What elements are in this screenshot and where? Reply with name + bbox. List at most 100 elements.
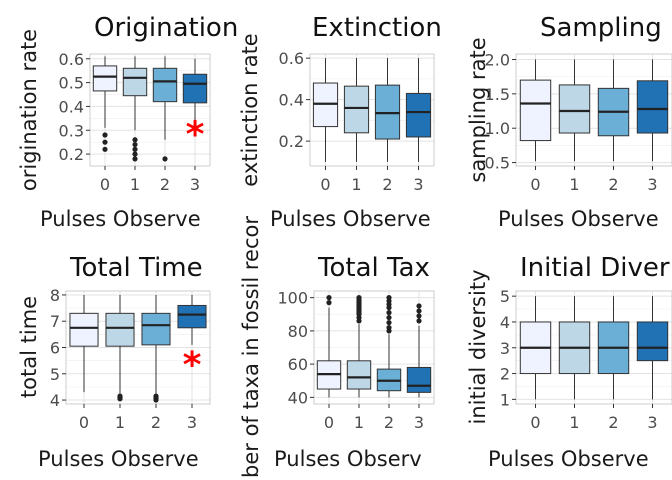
outlier-point [132, 156, 138, 162]
outlier-point [416, 303, 422, 309]
outlier-point [102, 146, 108, 152]
panel-5: 1 2 3 4 5 0 1 2 3 Initial Diver Pulses Observe init… [466, 253, 672, 471]
x-tick-label: 0 [530, 175, 540, 194]
outlier-point [356, 318, 362, 324]
y-axis-title: total time [17, 296, 41, 398]
panel-2: 0.5 1.0 1.5 2.0 0 1 2 3 Sampling Pulses Observe sa… [466, 13, 672, 231]
x-tick-label: 3 [413, 175, 423, 194]
box-iqr [152, 67, 178, 103]
outlier-point [162, 156, 168, 162]
y-axis-title: origination rate [17, 29, 41, 191]
box-2 [597, 296, 630, 400]
outlier-point [132, 146, 138, 152]
y-tick-label: 0.4 [279, 91, 304, 110]
x-tick-label: 2 [384, 413, 394, 432]
box-iqr [182, 73, 208, 104]
y-tick-label: 4 [500, 313, 510, 332]
outlier-point [416, 308, 422, 314]
panel-title: Extinction [312, 13, 442, 43]
y-tick-label: 0.4 [59, 97, 84, 116]
y-tick-label: 60 [288, 355, 308, 374]
box-0 [312, 58, 339, 162]
outlier-point [386, 310, 392, 316]
outlier-point [386, 305, 392, 311]
box-0 [92, 56, 118, 152]
box-iqr [406, 366, 432, 393]
box-1 [105, 294, 135, 402]
y-tick-label: 80 [288, 322, 308, 341]
outlier-point [153, 397, 159, 403]
x-tick-label: 2 [382, 175, 392, 194]
box-2 [374, 58, 401, 162]
panel-1: 0.2 0.4 0.6 0 1 2 3 Extinction Pulses Observe ext… [238, 13, 442, 231]
box-iqr [177, 304, 207, 329]
y-tick-label: 3 [500, 339, 510, 358]
box-1 [558, 59, 591, 162]
box-3 [177, 294, 207, 345]
x-axis-title: Pulses Observe [40, 207, 201, 231]
y-tick-label: 2 [500, 365, 510, 384]
x-tick-label: 3 [647, 175, 657, 194]
x-tick-label: 1 [569, 175, 579, 194]
y-tick-label: 5 [50, 365, 60, 384]
outlier-point [117, 396, 123, 402]
box-0 [519, 59, 552, 162]
x-tick-label: 1 [569, 413, 579, 432]
panel-border [515, 53, 672, 167]
x-tick-label: 1 [115, 413, 125, 432]
box-3 [182, 58, 208, 133]
outlier-point [132, 151, 138, 157]
outlier-point [102, 132, 108, 138]
x-tick-label: 0 [530, 413, 540, 432]
box-3 [636, 59, 669, 162]
x-axis-title: Pulses Observe [498, 207, 659, 231]
y-tick-label: 100 [277, 289, 308, 308]
outlier-point [416, 313, 422, 319]
y-tick-label: 5 [500, 287, 510, 306]
box-0 [316, 295, 342, 398]
x-axis-title: Pulses Observe [38, 447, 199, 471]
box-3 [405, 58, 432, 162]
x-tick-label: 3 [647, 413, 657, 432]
x-tick-label: 2 [160, 175, 170, 194]
panel-3: * 4 5 6 7 8 0 1 2 3 Total Time Pulses Observe total … [17, 253, 211, 471]
x-tick-label: 1 [351, 175, 361, 194]
box-iqr [69, 312, 99, 347]
outlier-point [416, 318, 422, 324]
panel-border [89, 53, 211, 167]
panel-border [309, 53, 435, 167]
y-tick-label: 1.0 [485, 119, 510, 138]
box-3 [406, 303, 432, 398]
box-iqr [105, 312, 135, 347]
y-tick-label: 8 [50, 286, 60, 305]
box-iqr [636, 321, 669, 362]
x-tick-label: 3 [187, 413, 197, 432]
outlier-point [326, 295, 332, 301]
y-axis-title: extinction rate [238, 33, 262, 186]
y-tick-label: 0.2 [279, 132, 304, 151]
x-axis-title: Pulses Observ [274, 447, 422, 471]
outlier-point [386, 319, 392, 326]
x-tick-label: 2 [151, 413, 161, 432]
y-tick-label: 0.6 [279, 49, 304, 68]
asterisk-marker: * [183, 345, 202, 386]
panel-0: * 0.2 0.3 0.4 0.5 0.6 0 1 2 3 Origination Pulses Ob… [17, 13, 238, 231]
outlier-point [102, 139, 108, 145]
box-iqr [122, 67, 148, 97]
y-tick-label: 6 [50, 339, 60, 358]
x-tick-label: 1 [354, 413, 364, 432]
panel-title: Initial Diver [520, 253, 670, 283]
y-tick-label: 4 [50, 391, 60, 410]
y-tick-label: 1 [500, 390, 510, 409]
panel-title: Total Time [69, 253, 203, 283]
x-axis-title: Pulses Observe [270, 207, 431, 231]
panel-4: 40 60 80 100 0 1 2 3 Total Tax Pulses Observ ber o… [239, 216, 435, 478]
x-tick-label: 2 [608, 413, 618, 432]
box-iqr [141, 312, 171, 346]
y-tick-label: 1.5 [485, 85, 510, 104]
y-axis-title: sampling rate [466, 37, 490, 182]
outlier-point [326, 300, 332, 306]
outlier-point [132, 137, 138, 143]
box-1 [346, 295, 372, 398]
x-tick-label: 0 [79, 413, 89, 432]
